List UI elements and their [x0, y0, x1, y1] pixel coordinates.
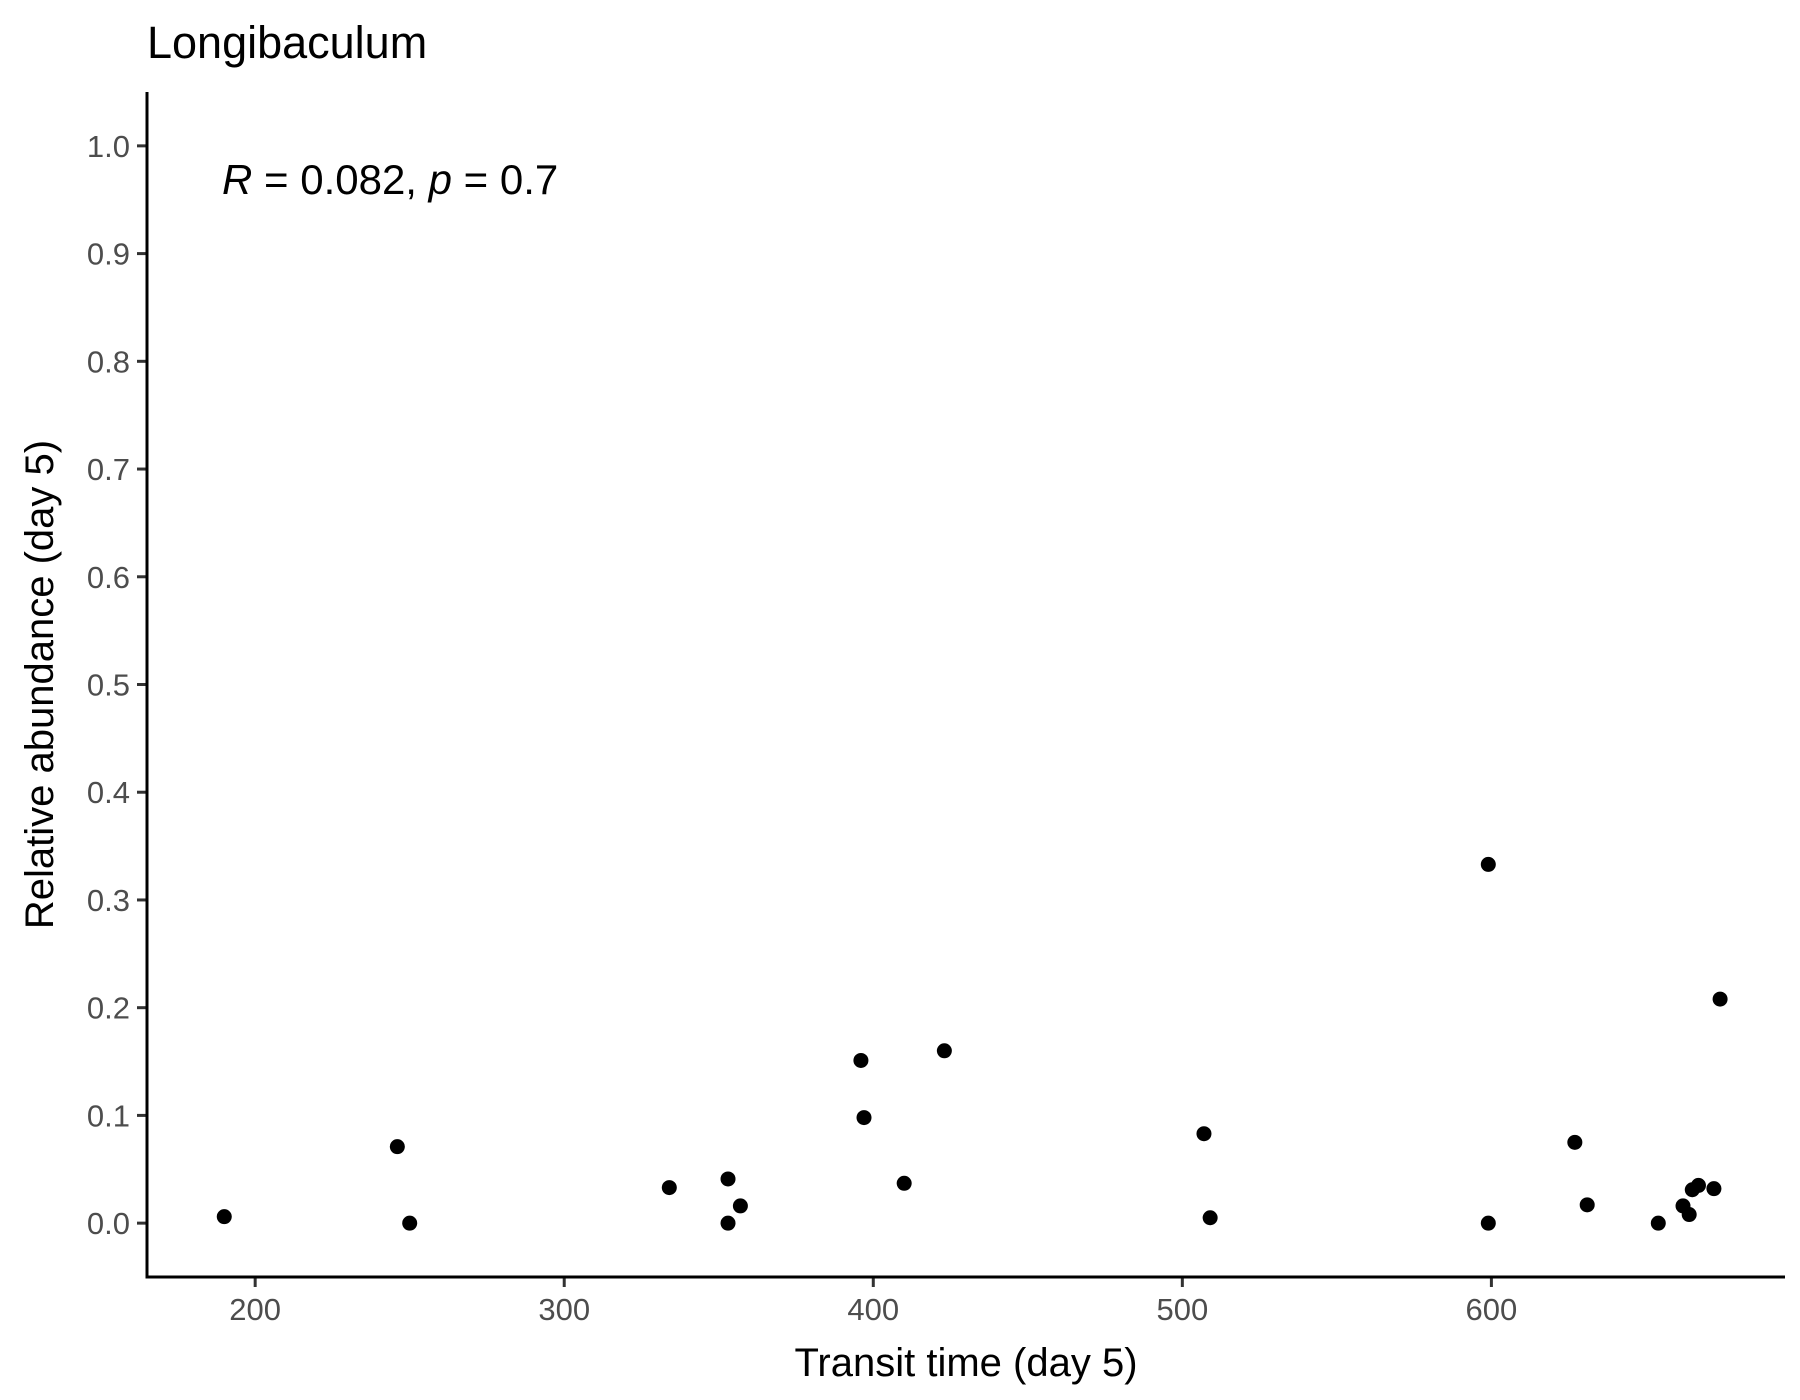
r-symbol: R	[222, 156, 252, 203]
x-tick-label: 400	[847, 1292, 899, 1327]
data-point	[1712, 991, 1728, 1007]
y-tick-label: 0.9	[87, 237, 130, 272]
data-point	[661, 1180, 677, 1196]
y-tick-label: 0.5	[87, 668, 130, 703]
chart-title: Longibaculum	[147, 17, 427, 68]
data-point	[1706, 1181, 1722, 1197]
data-point	[853, 1052, 869, 1068]
y-tick-label: 0.2	[87, 991, 130, 1026]
data-point	[216, 1209, 232, 1225]
y-tick-label: 0.4	[87, 775, 130, 810]
data-point	[402, 1215, 418, 1231]
x-axis-ticks: 200 300 400 500 600	[229, 1277, 1517, 1327]
data-point	[1480, 856, 1496, 872]
data-point	[1690, 1177, 1706, 1193]
y-axis-title: Relative abundance (day 5)	[18, 440, 62, 929]
data-point	[1196, 1126, 1212, 1142]
data-points	[216, 856, 1728, 1231]
data-point	[389, 1139, 405, 1155]
p-symbol: p	[427, 156, 452, 203]
y-tick-label: 0.8	[87, 344, 130, 379]
data-point	[1567, 1134, 1583, 1150]
correlation-annotation: R = 0.082, p = 0.7	[222, 156, 558, 203]
y-tick-label: 0.6	[87, 560, 130, 595]
y-tick-label: 0.0	[87, 1206, 130, 1241]
data-point	[1681, 1207, 1697, 1223]
data-point	[1579, 1197, 1595, 1213]
data-point	[1202, 1210, 1218, 1226]
data-point	[1480, 1215, 1496, 1231]
r-value: = 0.082,	[252, 156, 428, 203]
x-tick-label: 600	[1466, 1292, 1518, 1327]
x-tick-label: 500	[1156, 1292, 1208, 1327]
y-tick-label: 0.1	[87, 1098, 130, 1133]
data-point	[720, 1215, 736, 1231]
y-axis-ticks: 0.0 0.1 0.2 0.3 0.4 0.5 0.6 0.7 0.8 0.9 1.0	[87, 129, 147, 1241]
x-tick-label: 300	[538, 1292, 590, 1327]
y-tick-label: 0.3	[87, 883, 130, 918]
data-point	[936, 1043, 952, 1059]
x-axis-title: Transit time (day 5)	[794, 1341, 1137, 1385]
y-tick-label: 0.7	[87, 452, 130, 487]
p-value: = 0.7	[452, 156, 558, 203]
data-point	[856, 1110, 872, 1126]
y-tick-label: 1.0	[87, 129, 130, 164]
data-point	[720, 1171, 736, 1187]
data-point	[732, 1198, 748, 1214]
data-point	[1650, 1215, 1666, 1231]
data-point	[896, 1175, 912, 1191]
x-tick-label: 200	[229, 1292, 281, 1327]
